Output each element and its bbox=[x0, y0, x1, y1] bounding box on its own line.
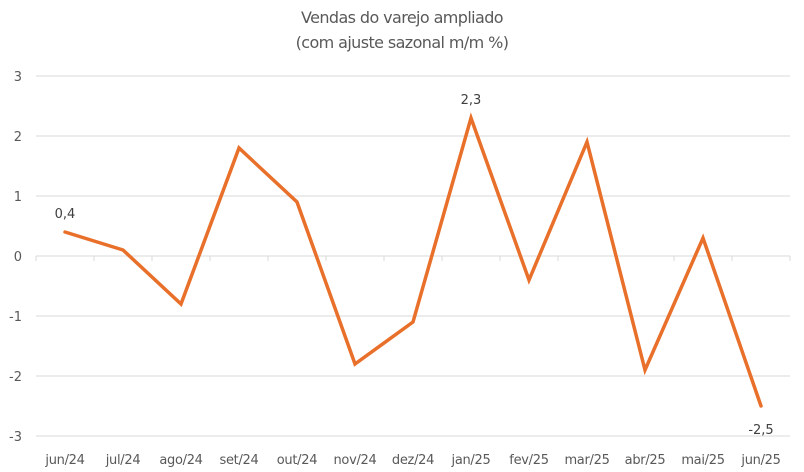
x-tick-label: mar/25 bbox=[564, 453, 609, 468]
x-tick-label: set/24 bbox=[220, 453, 259, 468]
chart-title: Vendas do varejo ampliado bbox=[301, 8, 504, 27]
data-label: 2,3 bbox=[461, 93, 482, 108]
y-tick-label: 0 bbox=[14, 250, 22, 265]
data-line bbox=[63, 112, 763, 408]
data-label: -2,5 bbox=[748, 423, 773, 438]
y-tick-label: -1 bbox=[9, 310, 22, 325]
x-tick-label: jul/24 bbox=[105, 453, 141, 468]
chart-subtitle: (com ajuste sazonal m/m %) bbox=[295, 33, 509, 52]
x-tick-label: jan/25 bbox=[451, 453, 491, 468]
y-tick-label: -3 bbox=[9, 430, 22, 445]
x-tick-label: abr/25 bbox=[625, 453, 666, 468]
x-tick-label: jun/24 bbox=[44, 453, 84, 468]
x-tick-label: jun/25 bbox=[740, 453, 780, 468]
y-tick-label: 1 bbox=[14, 190, 22, 205]
x-tick-label: out/24 bbox=[277, 453, 317, 468]
y-tick-label: 3 bbox=[14, 70, 22, 85]
x-tick-label: nov/24 bbox=[333, 453, 376, 468]
x-tick-label: ago/24 bbox=[159, 453, 202, 468]
x-tick-label: dez/24 bbox=[392, 453, 434, 468]
x-tick-label: fev/25 bbox=[509, 453, 548, 468]
y-tick-label: 2 bbox=[14, 130, 22, 145]
x-tick-label: mai/25 bbox=[681, 453, 724, 468]
data-label: 0,4 bbox=[55, 207, 76, 222]
y-tick-label: -2 bbox=[9, 370, 22, 385]
